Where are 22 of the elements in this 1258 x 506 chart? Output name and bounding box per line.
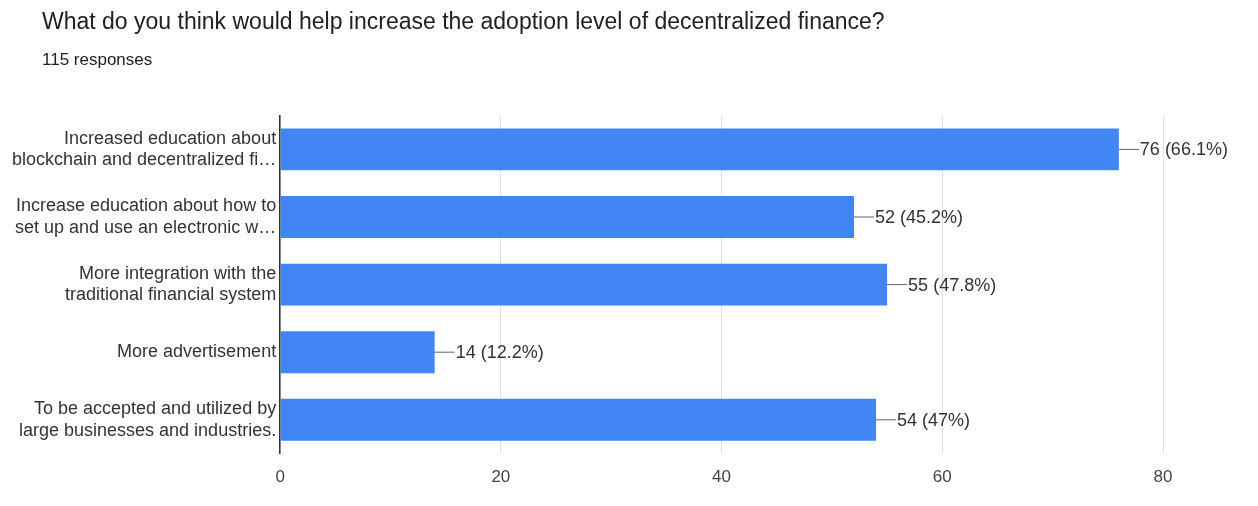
data-label: 14 (12.2%) (455, 342, 544, 363)
y-tick-label: More integration with the traditional financial system (65, 262, 277, 305)
y-tick-label: More advertisement (117, 341, 277, 362)
bar (280, 128, 1119, 171)
bar (280, 196, 854, 238)
x-tick-label: 0 (275, 467, 285, 487)
x-tick-label: 40 (712, 467, 732, 487)
data-label: 54 (47%) (897, 409, 971, 430)
x-tick-label: 80 (1153, 467, 1173, 487)
y-tick-label: Increased education about blockchain and decentralized fi… (12, 127, 277, 170)
chart-title: What do you think would help increase the adoption level of decentralized finance? (42, 8, 885, 35)
x-tick-label: 20 (491, 467, 511, 487)
y-tick-label: Increase education about how to set up and use an electronic w… (15, 195, 277, 237)
data-label: 52 (45.2%) (875, 206, 964, 227)
bar (280, 398, 877, 441)
data-label: 55 (47.8%) (908, 274, 997, 295)
data-label: 76 (66.1%) (1139, 139, 1228, 160)
bar (280, 263, 888, 306)
x-tick-label: 60 (932, 467, 952, 487)
y-tick-label: To be accepted and utilized by large businesses and industries. (19, 397, 277, 440)
text: 115 responses (42, 50, 153, 70)
bar (280, 331, 435, 374)
